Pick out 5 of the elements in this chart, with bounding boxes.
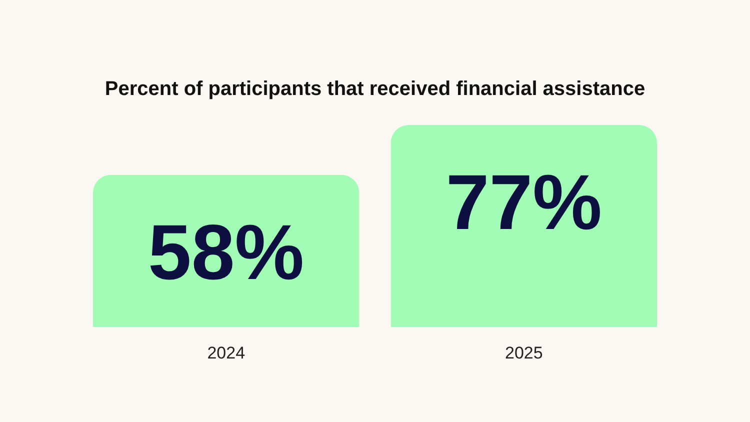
data-label: 58% — [148, 208, 304, 296]
x-tick-label: 2025 — [504, 344, 543, 362]
x-tick-label: 2024 — [207, 344, 246, 362]
data-label: 77% — [446, 158, 602, 246]
chart-title: Percent of participants that received financial assistance — [104, 78, 646, 100]
